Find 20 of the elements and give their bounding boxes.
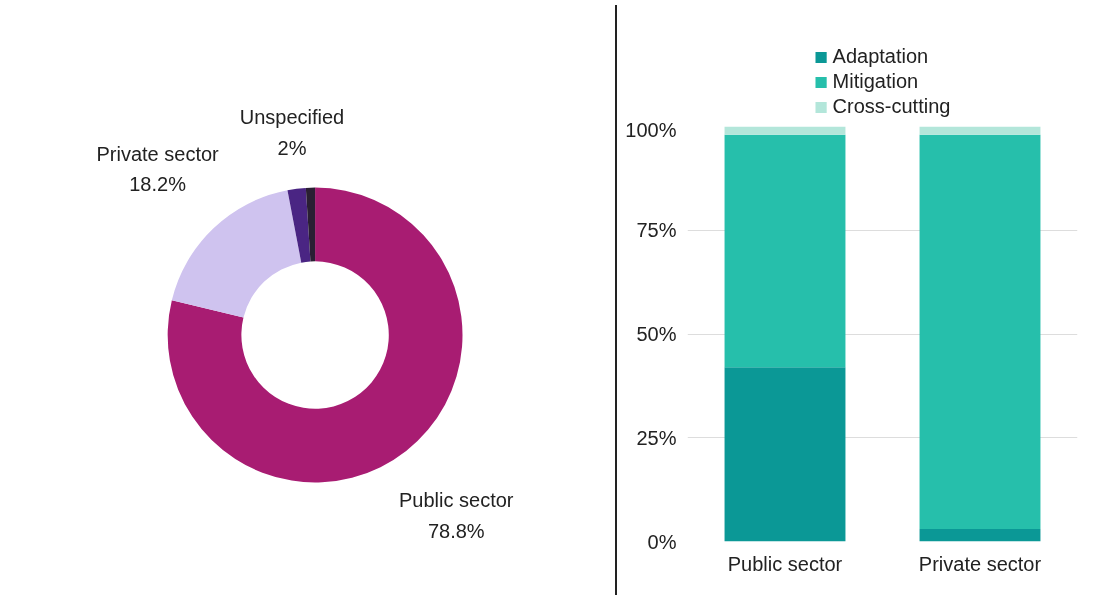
y-tick-label: 25% — [636, 426, 677, 449]
slice-label: Public sector — [399, 488, 514, 511]
bar — [724, 367, 846, 542]
bar — [919, 529, 1041, 542]
y-tick-label: 0% — [647, 530, 677, 553]
bar — [724, 126, 846, 135]
legend-label: Adaptation — [832, 45, 929, 68]
slice-label: Private sector — [96, 142, 220, 165]
data-label: 2% — [277, 136, 307, 159]
data-label: 18.2% — [129, 173, 187, 196]
slice-label: Unspecified — [239, 106, 345, 129]
legend-label: Mitigation — [832, 70, 919, 93]
y-tick-label: 75% — [636, 219, 677, 242]
bar — [919, 134, 1041, 530]
bar — [724, 134, 846, 368]
y-tick-label: 100% — [625, 118, 677, 141]
bar — [919, 126, 1041, 135]
data-label: 78.8% — [427, 519, 485, 542]
y-tick-label: 50% — [636, 323, 677, 345]
legend-label: Cross-cutting — [832, 95, 951, 118]
